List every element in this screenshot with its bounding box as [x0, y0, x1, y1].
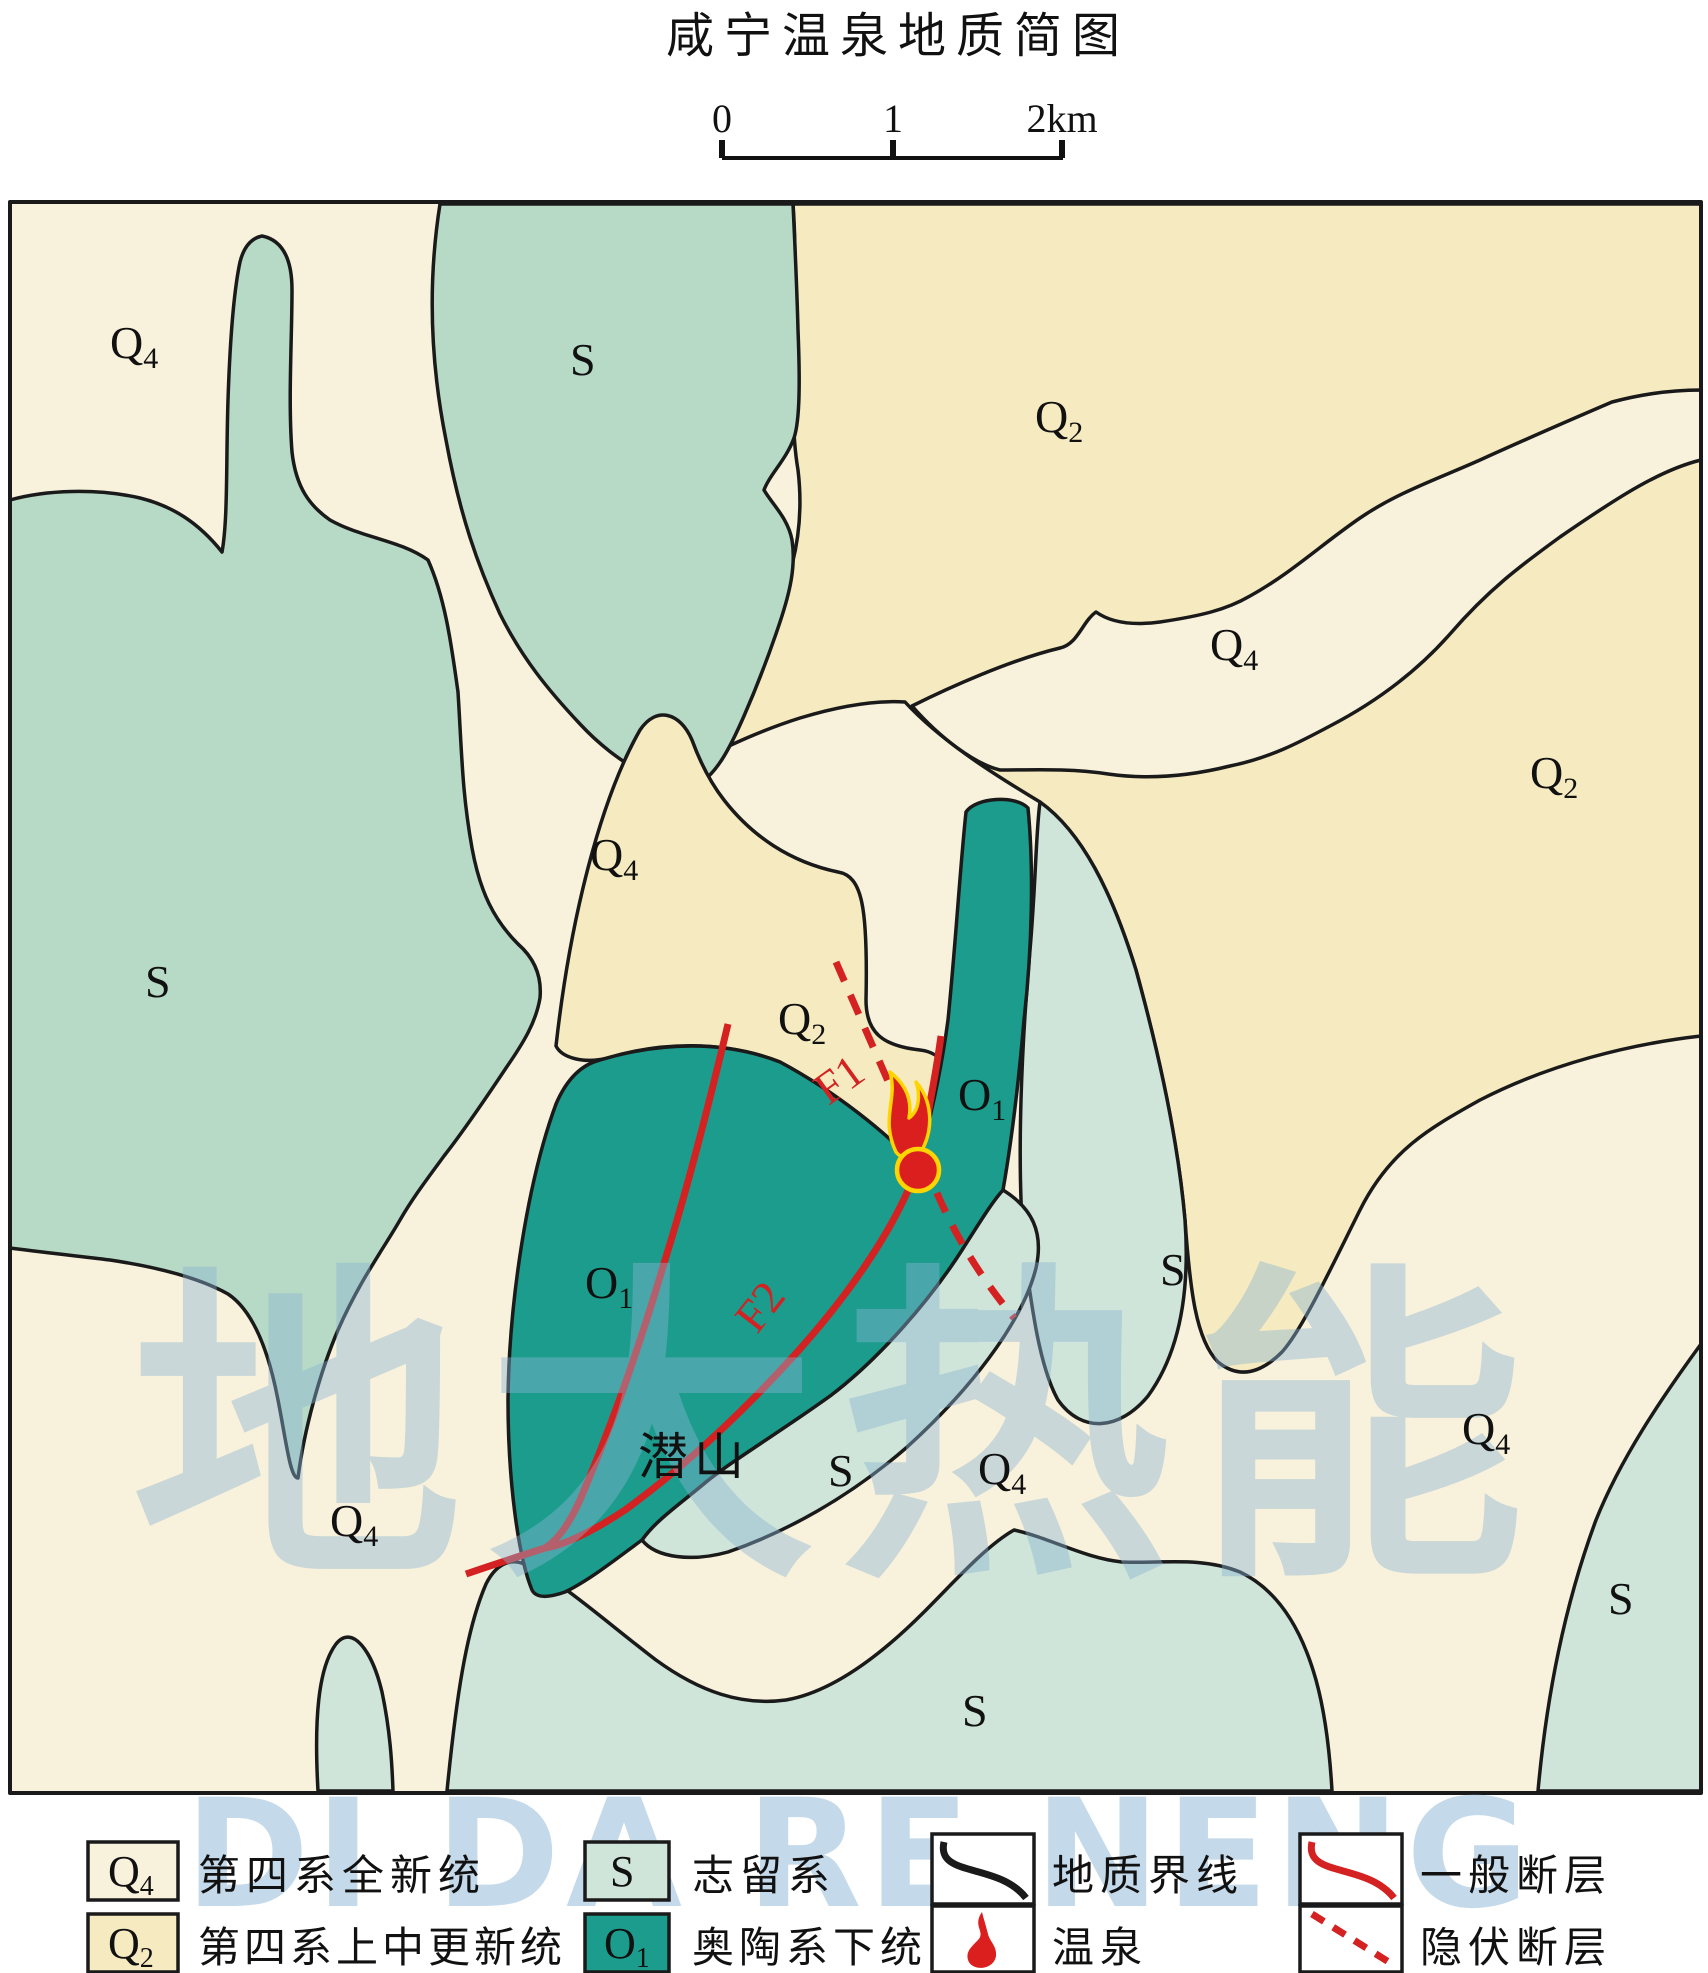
svg-text:S: S [610, 1847, 634, 1896]
region-label: Q2 [778, 993, 826, 1051]
legend-label: 地质界线 [1052, 1854, 1244, 1900]
legend-item-q4: Q4 第四系全新统 [86, 1840, 486, 1902]
svg-text:Q2: Q2 [108, 1919, 154, 1973]
legend-label: 第四系上中更新统 [198, 1926, 566, 1972]
region-label: Q4 [110, 317, 158, 375]
svg-text:Q4: Q4 [108, 1847, 154, 1902]
legend-item-o1: O1 奥陶系下统 [583, 1912, 927, 1973]
region-q4-band [910, 388, 1703, 779]
hot-spring-circle-icon [894, 1146, 942, 1194]
region-label: O1 [958, 1069, 1006, 1127]
hot-spring-marker [887, 1070, 942, 1194]
legend-item-s: S 志留系 [583, 1840, 836, 1902]
legend-item-fault: 一般断层 [1298, 1832, 1612, 1906]
region-label: Q4 [1210, 619, 1258, 677]
legend-swatch-q4 [86, 1840, 180, 1902]
scale-bar: 0 1 2km [712, 96, 1098, 160]
scale-tick-0: 0 [712, 96, 732, 141]
region-s-left [8, 234, 543, 1480]
legend-label: 奥陶系下统 [692, 1926, 927, 1972]
region-label: Q4 [590, 829, 638, 887]
map-body [8, 200, 1703, 1795]
legend-label: 温泉 [1052, 1926, 1148, 1972]
region-label: Q2 [1035, 391, 1083, 449]
geological-boundary-icon [939, 1841, 1029, 1901]
legend-label: 第四系全新统 [198, 1853, 486, 1900]
legend-label: 隐伏断层 [1420, 1926, 1612, 1972]
legend-item-boundary: 地质界线 [930, 1832, 1244, 1906]
region-label: S [570, 334, 596, 385]
legend-swatch-q2 [86, 1912, 180, 1973]
region-label: S [962, 1685, 988, 1736]
normal-fault-icon [1307, 1841, 1397, 1901]
region-s-top [430, 202, 801, 791]
legend-item-hot-spring: 温泉 [930, 1904, 1148, 1973]
region-label: O1 [585, 1257, 633, 1315]
watermark-line1: 地大热能 [132, 1239, 1548, 1623]
hidden-fault-icon [1310, 1911, 1394, 1967]
region-label: S [828, 1445, 854, 1496]
place-label-qianshan: 潜山 [638, 1429, 750, 1485]
legend: Q4 第四系全新统 Q2 第四系上中更新统 S 志留系 O1 奥陶系下统 地质界… [86, 1832, 1612, 1973]
hot-spring-icon [967, 1912, 997, 1968]
region-s-arm [314, 1635, 395, 1793]
region-label: Q4 [330, 1495, 378, 1553]
legend-swatch-s [583, 1840, 671, 1902]
legend-swatch-o1 [583, 1912, 671, 1973]
map-border [8, 200, 1703, 1795]
watermark: 地大热能 [132, 1239, 1548, 1623]
region-label: S [145, 956, 171, 1007]
page-title: 咸宁温泉地质简图 [666, 10, 1130, 63]
svg-text:O1: O1 [604, 1919, 650, 1973]
scale-tick-2km: 2km [1026, 96, 1097, 141]
legend-label: 一般断层 [1420, 1854, 1612, 1900]
region-label: Q2 [1530, 747, 1578, 805]
scale-tick-1: 1 [883, 96, 903, 141]
region-label: Q4 [1462, 1403, 1510, 1461]
legend-item-hidden-fault: 隐伏断层 [1298, 1904, 1612, 1973]
legend-label: 志留系 [692, 1854, 836, 1900]
region-label: S [1160, 1244, 1186, 1295]
region-label: Q4 [978, 1443, 1026, 1501]
region-s-bottom-right [1536, 1342, 1703, 1793]
region-label: S [1608, 1573, 1634, 1624]
legend-item-q2: Q2 第四系上中更新统 [86, 1912, 566, 1973]
fault-branch-line [542, 1023, 732, 1551]
